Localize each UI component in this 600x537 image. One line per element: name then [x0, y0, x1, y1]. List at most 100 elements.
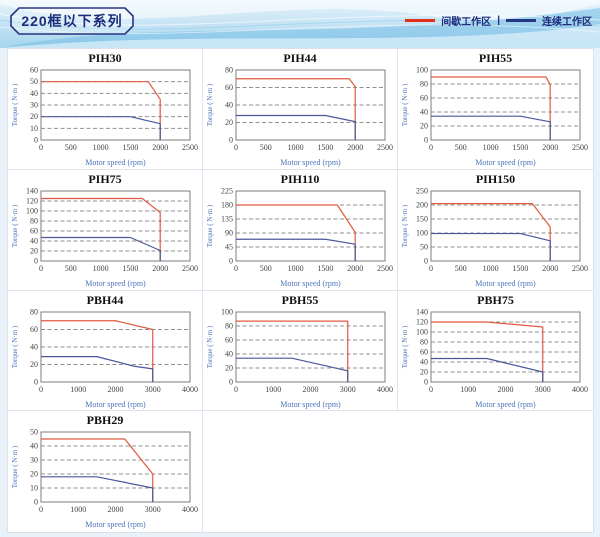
svg-text:2000: 2000 [542, 143, 558, 152]
series-line [41, 236, 161, 261]
chart-title: PIH150 [475, 171, 516, 186]
svg-text:2000: 2000 [152, 264, 168, 273]
svg-text:0: 0 [34, 256, 38, 265]
svg-text:0: 0 [34, 136, 38, 145]
svg-text:2500: 2500 [572, 264, 588, 273]
svg-text:2000: 2000 [542, 264, 558, 273]
y-axis-label: Torque ( N·m ) [401, 204, 409, 247]
svg-text:4000: 4000 [182, 505, 198, 514]
svg-text:1500: 1500 [317, 143, 333, 152]
chart-panel-PBH44: PBH44 0 20 40 60 80 0 1000 2000 3000 4000 Torque ( … [8, 290, 203, 412]
series-line [41, 81, 161, 140]
series-line [431, 232, 551, 261]
x-axis-label: Motor speed (rpm) [280, 400, 341, 409]
chart-grid: PIH30 0 10 20 30 40 50 60 0 500 1000 1500 2000 2500 To… [7, 48, 594, 533]
svg-text:40: 40 [30, 442, 38, 451]
svg-text:100: 100 [221, 307, 233, 316]
svg-text:0: 0 [234, 264, 238, 273]
series-line [236, 238, 356, 261]
y-axis-label: Torque ( N·m ) [206, 83, 214, 126]
series-line [431, 76, 551, 140]
chart-panel-PIH110: PIH110 0 45 90 135 180 225 0 500 1000 1500 2000 2500… [203, 169, 398, 291]
svg-text:50: 50 [30, 428, 38, 437]
svg-text:40: 40 [225, 349, 233, 358]
svg-text:2500: 2500 [377, 264, 393, 273]
series-line [41, 438, 154, 503]
x-axis-label: Motor speed (rpm) [475, 158, 536, 167]
svg-text:1500: 1500 [512, 143, 528, 152]
page-title: 220框以下系列 [21, 13, 123, 29]
series-line [41, 476, 154, 503]
svg-text:1500: 1500 [317, 264, 333, 273]
svg-text:1000: 1000 [483, 143, 499, 152]
svg-text:2500: 2500 [572, 143, 588, 152]
svg-text:80: 80 [30, 216, 38, 225]
series-line [236, 320, 349, 382]
legend: 间歇工作区 | 连续工作区 [405, 13, 592, 28]
svg-text:2500: 2500 [182, 264, 198, 273]
svg-text:20: 20 [30, 112, 38, 121]
svg-text:1000: 1000 [460, 385, 476, 394]
svg-text:1000: 1000 [483, 264, 499, 273]
svg-text:225: 225 [221, 186, 233, 195]
chart-panel-PIH44: PIH44 0 20 40 60 80 0 500 1000 1500 2000 2500 Torque… [203, 49, 398, 170]
svg-text:10: 10 [30, 124, 38, 133]
svg-text:20: 20 [225, 118, 233, 127]
chart-title: PIH75 [88, 171, 122, 186]
svg-text:50: 50 [30, 77, 38, 86]
page-header-banner: 220框以下系列 间歇工作区 | 连续工作区 [0, 0, 600, 48]
chart-panel-PIH30: PIH30 0 10 20 30 40 50 60 0 500 1000 1500 2000 2500 To… [8, 49, 203, 170]
series-title-box: 220框以下系列 [10, 7, 134, 35]
svg-text:0: 0 [39, 505, 43, 514]
svg-text:40: 40 [420, 108, 428, 117]
chart-panel-PBH75: PBH75 0 20 40 60 80 100 120 140 0 1000 2000 3000 4000… [398, 291, 593, 412]
chart-canvas: 0 20 40 60 80 0 500 1000 1500 2000 2500 Torque ( N·… [206, 66, 393, 168]
svg-text:80: 80 [30, 307, 38, 316]
svg-text:2500: 2500 [182, 143, 198, 152]
y-axis-label: Torque ( N·m ) [401, 325, 409, 368]
x-axis-label: Motor speed (rpm) [85, 400, 146, 409]
svg-text:40: 40 [420, 357, 428, 366]
svg-text:4000: 4000 [377, 385, 393, 394]
series-line [236, 357, 349, 382]
svg-text:3000: 3000 [145, 385, 161, 394]
svg-text:90: 90 [225, 228, 233, 237]
chart-title: PIH55 [478, 51, 513, 65]
svg-text:0: 0 [424, 256, 428, 265]
svg-text:180: 180 [221, 200, 233, 209]
svg-text:20: 20 [420, 367, 428, 376]
svg-text:40: 40 [225, 101, 233, 110]
svg-text:200: 200 [416, 200, 428, 209]
svg-text:2000: 2000 [347, 264, 363, 273]
svg-text:20: 20 [420, 122, 428, 131]
chart-title: PBH29 [86, 413, 124, 428]
svg-text:0: 0 [234, 385, 238, 394]
legend-separator: | [497, 15, 500, 26]
svg-text:40: 40 [30, 342, 38, 351]
svg-text:150: 150 [416, 214, 428, 223]
chart-panel-PBH55: PBH55 0 20 40 60 80 100 0 1000 2000 3000 4000 Torque… [203, 290, 398, 412]
svg-text:2000: 2000 [152, 143, 168, 152]
y-axis-label: Torque ( N·m ) [206, 325, 214, 368]
svg-text:100: 100 [416, 228, 428, 237]
svg-text:1000: 1000 [70, 385, 86, 394]
svg-text:500: 500 [260, 143, 272, 152]
legend-intermittent-label: 间歇工作区 [441, 17, 492, 28]
y-axis-label: Torque ( N·m ) [11, 204, 19, 247]
x-axis-label: Motor speed (rpm) [85, 158, 146, 167]
series-line [236, 78, 356, 140]
svg-text:60: 60 [225, 335, 233, 344]
series-line [41, 197, 161, 261]
svg-text:50: 50 [420, 242, 428, 251]
series-title-border [10, 7, 134, 35]
empty-cell [203, 411, 398, 532]
svg-text:500: 500 [65, 264, 77, 273]
x-axis-label: Motor speed (rpm) [280, 279, 341, 288]
chart-title: PBH75 [477, 292, 514, 307]
chart-canvas: 0 10 20 30 40 50 0 1000 2000 3000 4000 Torque ( N·m… [11, 428, 198, 530]
